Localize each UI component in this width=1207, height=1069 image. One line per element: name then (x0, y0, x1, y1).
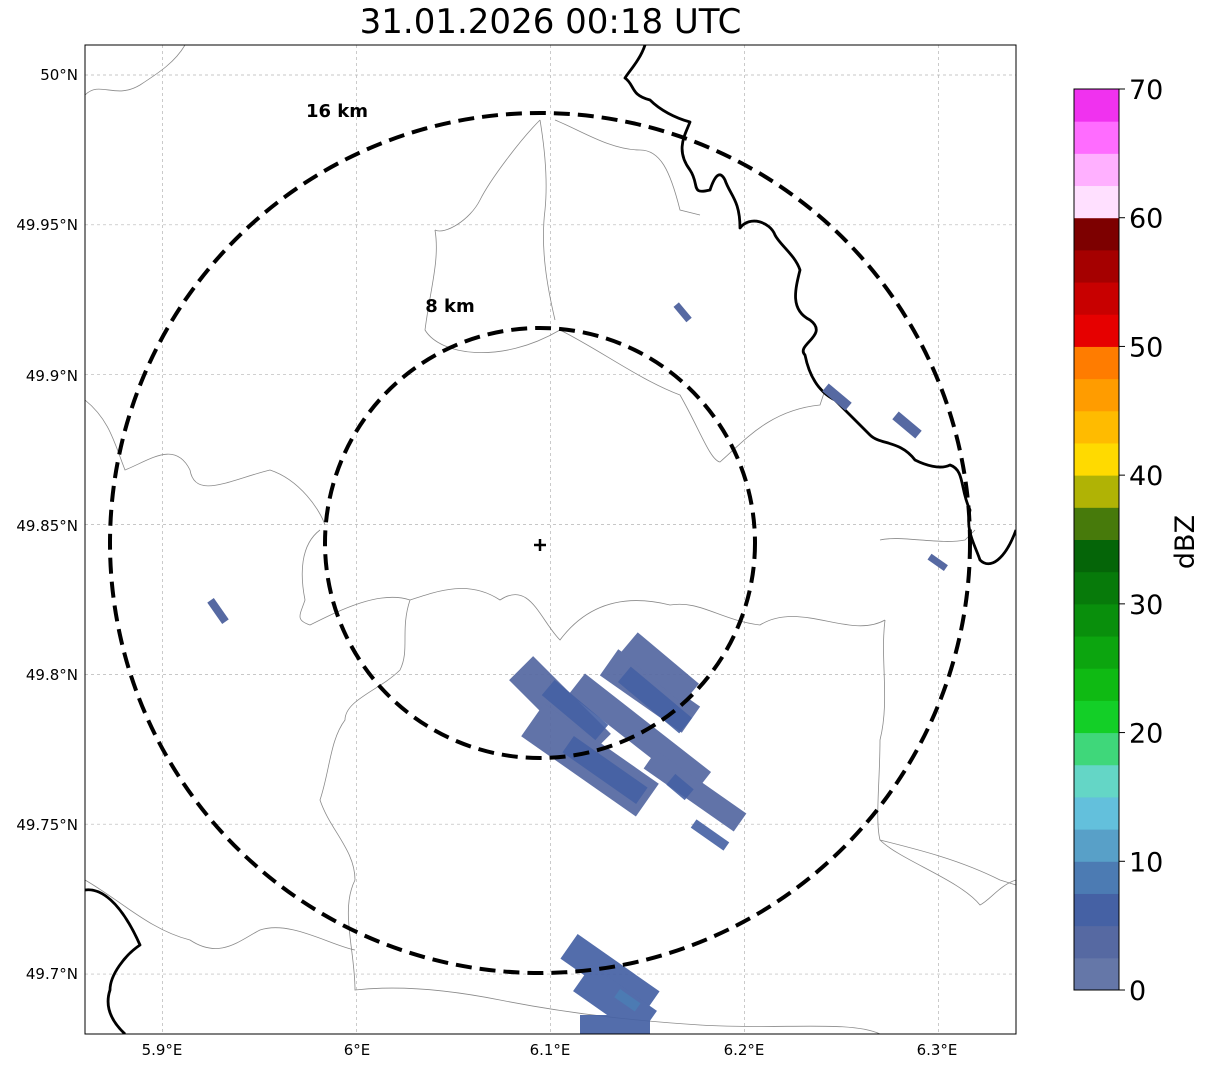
colorbar-segment (1074, 475, 1119, 508)
lat-tick-label: 50°N (40, 66, 78, 84)
longitude-tick-labels: 5.9°E 6°E 6.1°E 6.2°E 6.3°E (142, 1041, 958, 1059)
colorbar-segment (1074, 636, 1119, 669)
colorbar-segment (1074, 121, 1119, 154)
colorbar-segment (1074, 700, 1119, 734)
lon-tick-label: 6°E (344, 1041, 371, 1059)
colorbar-segment (1074, 378, 1119, 412)
colorbar-segment (1074, 185, 1119, 219)
lat-tick-label: 49.9°N (26, 367, 78, 385)
national-border (85, 45, 1016, 1034)
colorbar-tick-label: 10 (1129, 847, 1163, 878)
colorbar-tick-label: 40 (1129, 461, 1163, 492)
colorbar-segment (1074, 507, 1119, 540)
colorbar-segment (1074, 732, 1119, 766)
lat-tick-label: 49.75°N (16, 816, 78, 834)
colorbar-segment (1074, 571, 1119, 605)
colorbar-segment (1074, 829, 1119, 862)
range-ring-inner (323, 326, 757, 760)
colorbar-segment (1074, 89, 1119, 122)
radar-site-marker (534, 539, 546, 551)
colorbar-segment (1074, 249, 1119, 283)
colorbar-segment (1074, 893, 1119, 927)
colorbar-tick-label: 50 (1129, 332, 1163, 363)
colorbar-segment (1074, 314, 1119, 347)
colorbar-segment (1074, 925, 1119, 959)
colorbar-tick-label: 60 (1129, 204, 1163, 235)
range-ring-label-16km: 16 km (306, 101, 368, 122)
reflectivity-echoes (207, 302, 948, 1034)
colorbar-tick-label: 30 (1129, 590, 1163, 621)
colorbar-frame (1073, 88, 1120, 991)
colorbar-segment (1074, 346, 1119, 380)
colorbar-segment (1074, 796, 1119, 830)
range-ring-label-8km: 8 km (425, 296, 475, 317)
map-title: 31.01.2026 00:18 UTC (359, 2, 742, 42)
colorbar-segment (1074, 153, 1119, 187)
lon-tick-label: 6.3°E (917, 1041, 958, 1059)
colorbar-segment (1074, 442, 1119, 476)
admin-boundaries (85, 45, 1016, 1034)
latitude-tick-labels: 50°N 49.95°N 49.9°N 49.85°N 49.8°N 49.75… (16, 66, 78, 983)
colorbar-segment (1074, 539, 1119, 573)
colorbar-segment (1074, 957, 1119, 991)
colorbar-segment (1074, 668, 1119, 701)
colorbar-segment (1074, 603, 1119, 637)
colorbar-segment (1074, 861, 1119, 894)
map-frame (84, 44, 1017, 1035)
range-ring-outer (108, 111, 972, 975)
colorbar-segment (1074, 410, 1119, 444)
colorbar-label: dBZ (1170, 515, 1201, 569)
colorbar-segment (1074, 217, 1119, 251)
colorbar-segment (1074, 764, 1119, 798)
lat-tick-label: 49.95°N (16, 216, 78, 234)
colorbar-tick-label: 70 (1129, 75, 1163, 106)
lon-tick-label: 6.1°E (530, 1041, 571, 1059)
range-rings (108, 111, 972, 975)
colorbar-tick-label: 20 (1129, 719, 1163, 750)
lat-tick-label: 49.85°N (16, 517, 78, 535)
colorbar: 0 10 20 30 40 50 60 70 (1073, 75, 1163, 1007)
lat-tick-label: 49.8°N (26, 666, 78, 684)
colorbar-segment (1074, 282, 1119, 315)
gridlines (85, 45, 1016, 1034)
lat-tick-label: 49.7°N (26, 965, 78, 983)
colorbar-tick-label: 0 (1129, 976, 1146, 1007)
lon-tick-label: 5.9°E (142, 1041, 183, 1059)
lon-tick-label: 6.2°E (724, 1041, 765, 1059)
